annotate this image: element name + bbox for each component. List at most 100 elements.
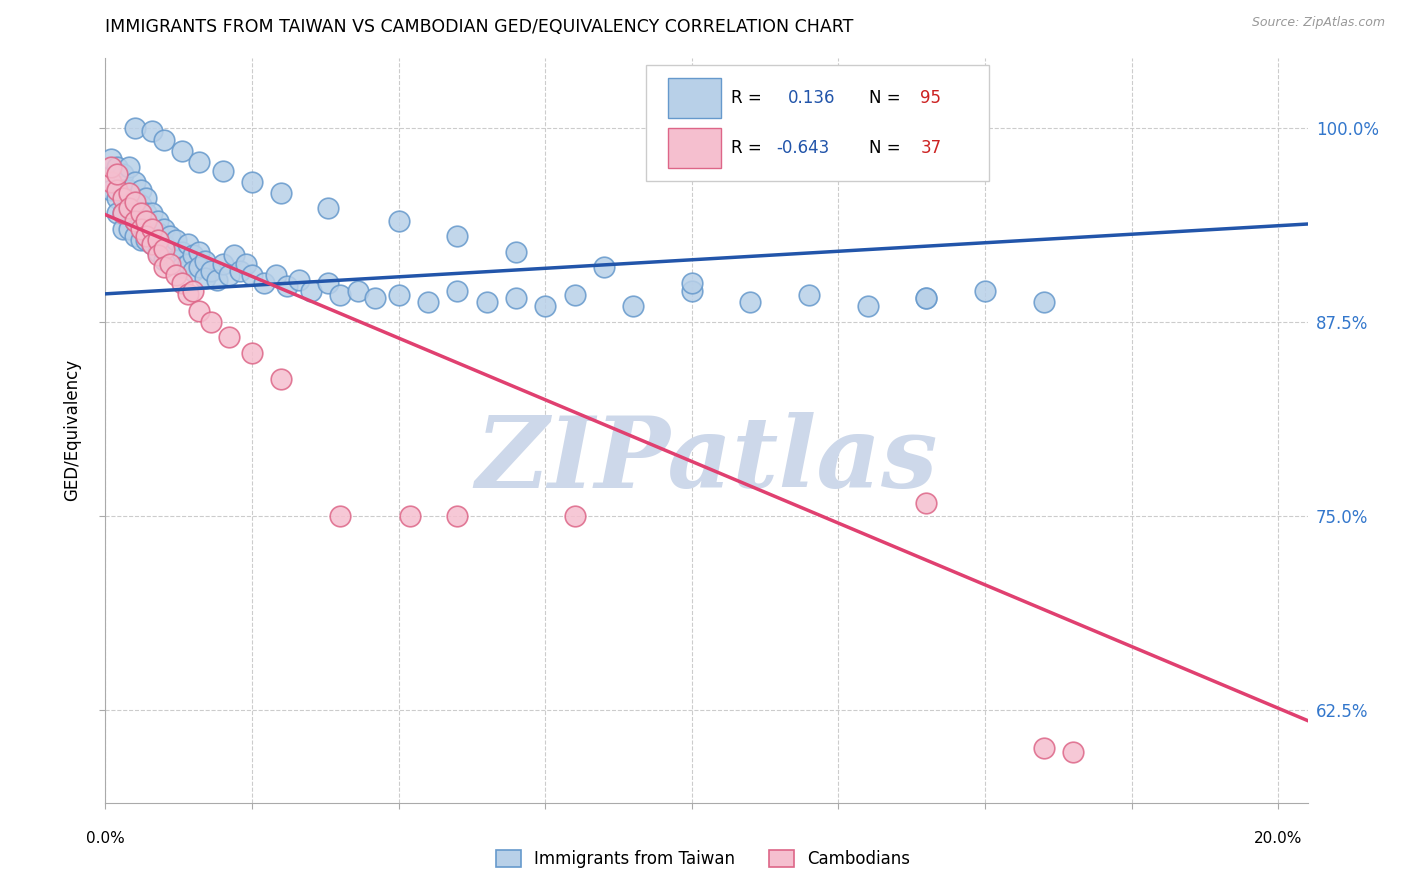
- Point: [129, 183, 152, 197]
- Point: [141, 124, 163, 138]
- Point: [240, 346, 263, 360]
- Point: [505, 244, 527, 259]
- Point: [1032, 741, 1054, 756]
- Point: [124, 175, 146, 189]
- Point: [475, 294, 498, 309]
- Point: [329, 288, 352, 302]
- Point: [118, 198, 141, 212]
- Point: [194, 271, 217, 285]
- Point: [288, 273, 311, 287]
- Text: N =: N =: [869, 89, 905, 107]
- Point: [124, 195, 146, 210]
- Point: [159, 257, 181, 271]
- Point: [399, 508, 422, 523]
- Point: [270, 186, 292, 200]
- Point: [188, 304, 211, 318]
- Point: [1032, 294, 1054, 309]
- Point: [118, 186, 141, 200]
- Point: [205, 273, 228, 287]
- Point: [681, 284, 703, 298]
- Point: [124, 191, 146, 205]
- Point: [124, 120, 146, 135]
- Point: [129, 221, 152, 235]
- Point: [211, 257, 233, 271]
- Point: [112, 221, 135, 235]
- Y-axis label: GED/Equivalency: GED/Equivalency: [63, 359, 82, 501]
- Point: [218, 268, 240, 283]
- Point: [135, 217, 157, 231]
- Point: [153, 133, 176, 147]
- Text: ZIPatlas: ZIPatlas: [475, 412, 938, 508]
- Text: 0.136: 0.136: [789, 89, 835, 107]
- Point: [229, 263, 252, 277]
- Point: [148, 214, 170, 228]
- Point: [188, 155, 211, 169]
- Point: [446, 229, 468, 244]
- Point: [915, 496, 938, 510]
- Point: [974, 284, 997, 298]
- Text: -0.643: -0.643: [776, 139, 830, 157]
- Point: [105, 206, 128, 220]
- Text: IMMIGRANTS FROM TAIWAN VS CAMBODIAN GED/EQUIVALENCY CORRELATION CHART: IMMIGRANTS FROM TAIWAN VS CAMBODIAN GED/…: [105, 18, 853, 36]
- Point: [118, 202, 141, 216]
- Point: [170, 144, 193, 158]
- Point: [240, 175, 263, 189]
- Point: [112, 183, 135, 197]
- Point: [224, 248, 246, 262]
- Text: N =: N =: [869, 139, 905, 157]
- Point: [329, 508, 352, 523]
- Point: [170, 244, 193, 259]
- Point: [153, 252, 176, 267]
- Point: [446, 508, 468, 523]
- Point: [112, 206, 135, 220]
- Point: [183, 284, 205, 298]
- Point: [135, 229, 157, 244]
- FancyBboxPatch shape: [668, 128, 721, 168]
- Point: [235, 257, 257, 271]
- Point: [200, 315, 222, 329]
- Point: [100, 152, 122, 166]
- Point: [100, 160, 122, 174]
- Point: [165, 233, 187, 247]
- Point: [170, 276, 193, 290]
- Text: 95: 95: [921, 89, 942, 107]
- Point: [270, 372, 292, 386]
- Point: [118, 160, 141, 174]
- Text: R =: R =: [731, 89, 766, 107]
- Point: [176, 286, 198, 301]
- Point: [135, 191, 157, 205]
- Point: [264, 268, 287, 283]
- Point: [165, 268, 187, 283]
- Point: [915, 292, 938, 306]
- Text: 20.0%: 20.0%: [1254, 830, 1302, 846]
- Point: [124, 214, 146, 228]
- Point: [299, 284, 322, 298]
- Text: 0.0%: 0.0%: [86, 830, 125, 846]
- Text: Source: ZipAtlas.com: Source: ZipAtlas.com: [1251, 16, 1385, 29]
- Point: [112, 167, 135, 181]
- Point: [534, 299, 557, 313]
- Point: [112, 206, 135, 220]
- Point: [141, 237, 163, 252]
- Point: [105, 191, 128, 205]
- Point: [170, 260, 193, 275]
- Point: [240, 268, 263, 283]
- Point: [416, 294, 439, 309]
- Point: [148, 248, 170, 262]
- Point: [153, 260, 176, 275]
- Point: [141, 237, 163, 252]
- Point: [105, 183, 128, 197]
- Point: [856, 299, 879, 313]
- Point: [129, 198, 152, 212]
- Point: [176, 257, 198, 271]
- Text: 37: 37: [921, 139, 942, 157]
- Point: [165, 252, 187, 267]
- Point: [159, 229, 181, 244]
- Point: [316, 202, 339, 216]
- Point: [100, 183, 122, 197]
- Point: [316, 276, 339, 290]
- Point: [135, 214, 157, 228]
- FancyBboxPatch shape: [668, 78, 721, 119]
- Point: [141, 221, 163, 235]
- Point: [188, 260, 211, 275]
